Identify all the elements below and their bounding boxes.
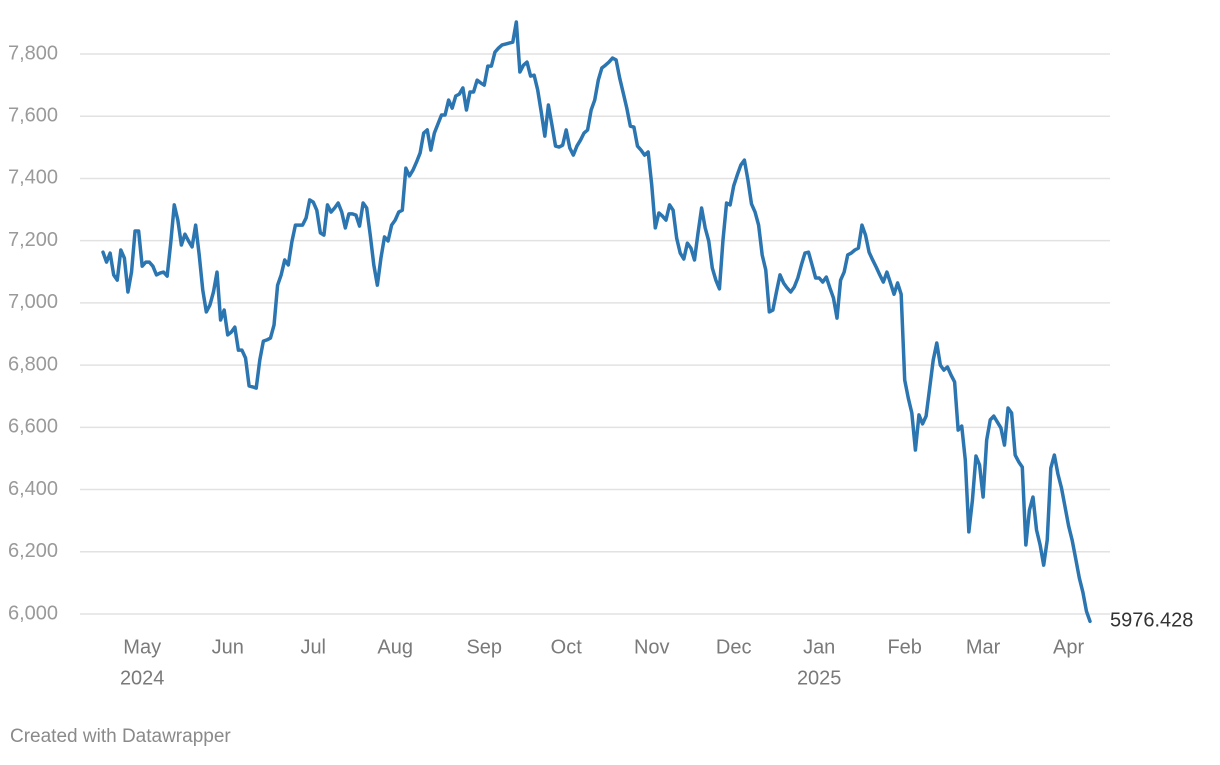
y-tick-label: 7,600 [8,105,58,127]
x-tick-label: Jul [300,636,326,658]
x-tick-label: Jan [803,636,835,658]
y-tick-label: 7,000 [8,291,58,313]
x-year-label: 2025 [797,667,842,689]
x-tick-label: Feb [887,636,921,658]
y-tick-label: 6,400 [8,478,58,500]
x-year-label: 2024 [120,667,165,689]
footer: Created with Datawrapper [10,726,231,747]
x-tick-label: Nov [634,636,670,658]
x-tick-label: Jun [212,636,244,658]
x-tick-label: Apr [1053,636,1084,658]
x-tick-label: Oct [551,636,583,658]
y-tick-label: 6,800 [8,353,58,375]
x-tick-label: Sep [466,636,502,658]
y-tick-label: 6,200 [8,540,58,562]
y-tick-label: 6,600 [8,416,58,438]
y-tick-label: 7,800 [8,42,58,64]
x-tick-label: May [123,636,161,658]
x-tick-label: Mar [966,636,1001,658]
x-tick-label: Dec [716,636,752,658]
y-tick-label: 6,000 [8,602,58,624]
y-tick-label: 7,400 [8,167,58,189]
end-value-label: 5976.428 [1110,610,1193,632]
line [101,20,1092,624]
y-tick-label: 7,200 [8,229,58,251]
x-tick-label: Aug [377,636,413,658]
